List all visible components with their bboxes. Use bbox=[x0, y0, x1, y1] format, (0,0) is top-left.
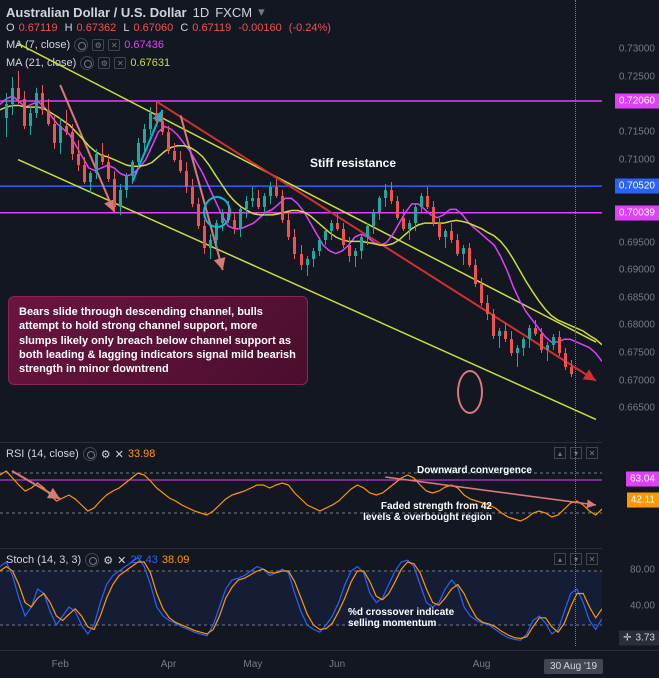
interval[interactable]: 1D bbox=[193, 5, 210, 20]
ohlc-low: 0.67060 bbox=[133, 22, 173, 34]
ohlc-high: 0.67362 bbox=[77, 22, 117, 34]
analysis-box: Bears slide through descending channel, … bbox=[8, 296, 308, 385]
price-tag: 0.70520 bbox=[615, 179, 659, 194]
crosshair bbox=[575, 0, 576, 646]
ohlc-row: O0.67119 H0.67362 L0.67060 C0.67119 -0.0… bbox=[6, 22, 335, 34]
stiff-resistance-label: Stiff resistance bbox=[310, 156, 396, 170]
main-chart[interactable]: Stiff resistance Bears slide through des… bbox=[0, 38, 602, 436]
rsi-anno-faded: Faded strength from 42 levels & overboug… bbox=[352, 501, 492, 523]
ohlc-open: 0.67119 bbox=[19, 22, 58, 34]
stoch-axis[interactable]: 80.0040.00✛3.73 bbox=[603, 548, 659, 646]
stoch-svg bbox=[0, 549, 602, 647]
ohlc-change: -0.00160 bbox=[238, 22, 281, 34]
rsi-svg bbox=[0, 443, 602, 543]
rsi-axis[interactable]: 63.0442.11 bbox=[603, 442, 659, 542]
stoch-anno-crossover: %d crossover indicate selling momentum bbox=[348, 607, 468, 629]
price-tag: 0.72060 bbox=[615, 94, 659, 109]
price-axis[interactable]: 0.730000.725000.720000.715000.710000.705… bbox=[603, 38, 659, 436]
crosshair-value-tag: ✛3.73 bbox=[619, 631, 659, 646]
chevron-down-icon[interactable]: ▾ bbox=[258, 4, 265, 20]
rsi-panel[interactable]: RSI (14, close) ⚙ ✕ 33.98 ▴ ▾ ✕ Downward… bbox=[0, 442, 602, 542]
ohlc-change-pct: (-0.24%) bbox=[289, 22, 331, 34]
symbol-title[interactable]: Australian Dollar / U.S. Dollar bbox=[6, 5, 187, 20]
time-axis[interactable]: 30 Aug '19 FebAprMayJunAug bbox=[0, 650, 659, 678]
ohlc-close: 0.67119 bbox=[192, 22, 231, 34]
price-tag: 0.70039 bbox=[615, 205, 659, 220]
rsi-anno-convergence: Downward convergence bbox=[417, 465, 532, 476]
chart-header: Australian Dollar / U.S. Dollar 1D FXCM … bbox=[6, 4, 653, 20]
highlight-ellipse bbox=[203, 196, 231, 228]
exchange[interactable]: FXCM bbox=[215, 5, 252, 20]
crosshair-date-tag: 30 Aug '19 bbox=[544, 659, 603, 674]
highlight-ellipse bbox=[457, 370, 483, 414]
stoch-panel[interactable]: Stoch (14, 3, 3) ⚙ ✕ 27.43 38.09 ▴ ▾ ✕ %… bbox=[0, 548, 602, 646]
